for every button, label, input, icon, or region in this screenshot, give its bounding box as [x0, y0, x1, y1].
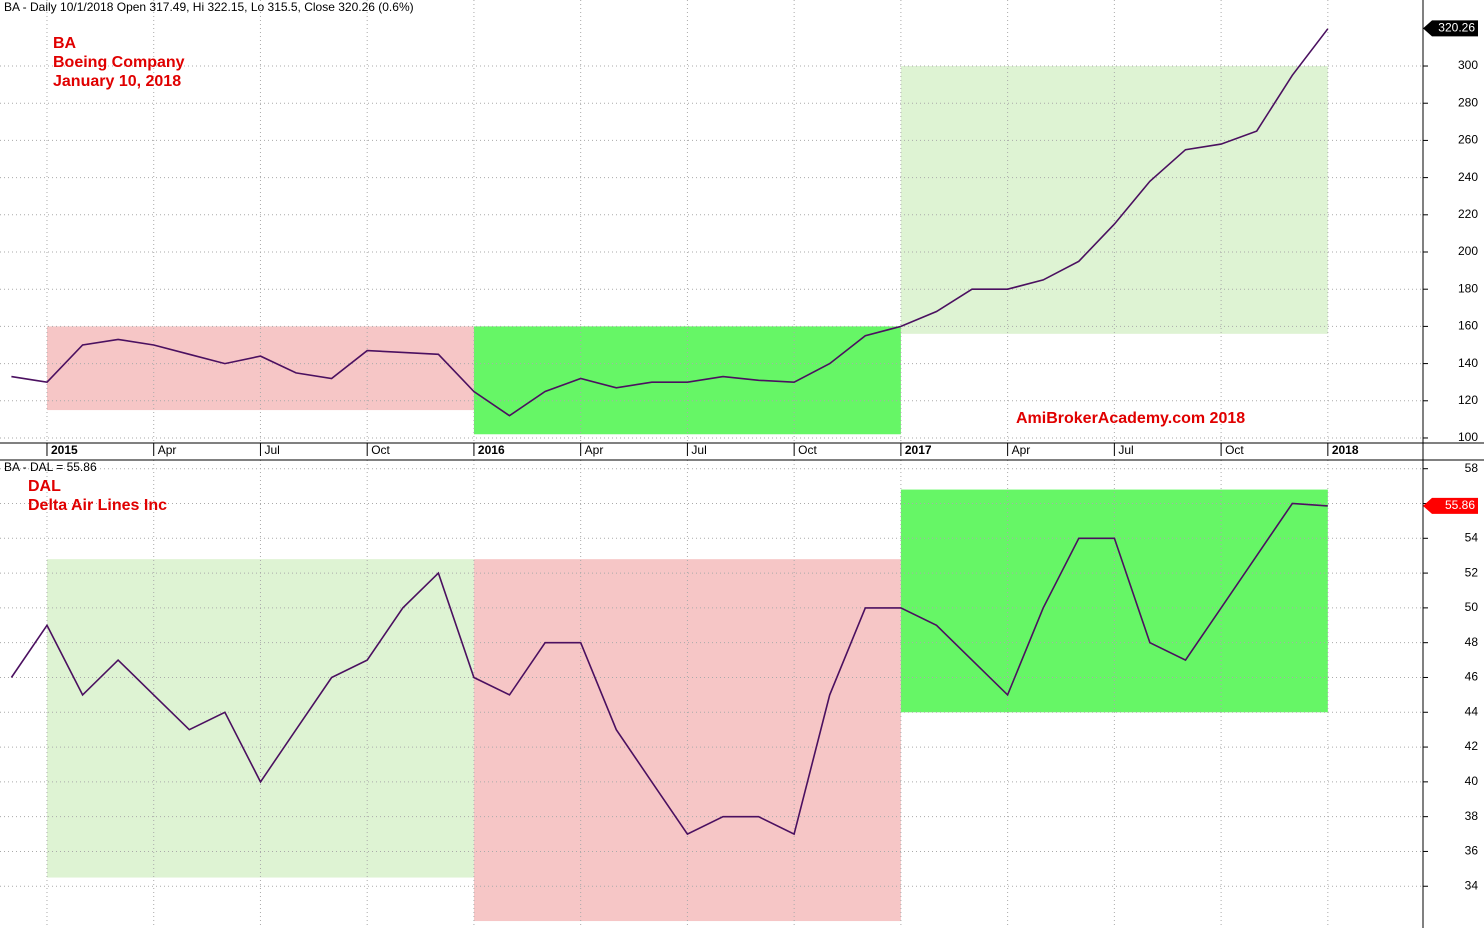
x-tick-label: 2017 [905, 443, 932, 457]
x-tick-label: 2016 [478, 443, 505, 457]
zone [46, 559, 474, 878]
y-tick-label: 52 [1465, 565, 1479, 579]
x-tick-label: 2018 [1332, 443, 1359, 457]
y-tick-label: 42 [1465, 739, 1479, 753]
y-tick-label: 140 [1458, 356, 1478, 370]
y-tick-label: 44 [1465, 704, 1479, 718]
y-tick-label: 280 [1458, 95, 1478, 109]
x-tick-label: Jul [1118, 443, 1133, 457]
y-tick-label: 58 [1465, 461, 1479, 475]
y-tick-label: 300 [1458, 58, 1478, 72]
y-tick-label: 46 [1465, 670, 1479, 684]
x-tick-label: Apr [585, 443, 604, 457]
y-tick-label: 36 [1465, 844, 1479, 858]
header: BA - DAL = 55.86 [4, 460, 97, 474]
x-tick-label: Jul [691, 443, 706, 457]
y-tick-label: 260 [1458, 133, 1478, 147]
x-tick-label: Jul [264, 443, 279, 457]
x-tick-label: Apr [1012, 443, 1031, 457]
y-tick-label: 160 [1458, 319, 1478, 333]
annotation: Delta Air Lines Inc [28, 497, 167, 514]
annotation: Boeing Company [53, 54, 185, 71]
x-tick-label: Oct [371, 443, 390, 457]
y-tick-label: 38 [1465, 809, 1479, 823]
y-tick-label: 54 [1465, 530, 1479, 544]
y-tick-label: 180 [1458, 281, 1478, 295]
last-value-label: 55.86 [1445, 498, 1475, 512]
last-value-tag [1423, 497, 1478, 514]
header: BA - Daily 10/1/2018 Open 317.49, Hi 322… [4, 0, 414, 14]
price-line [11, 28, 1329, 417]
y-tick-label: 200 [1458, 244, 1478, 258]
y-tick-label: 100 [1458, 430, 1478, 444]
price-line [10, 502, 1328, 836]
x-tick-label: Oct [798, 443, 817, 457]
y-tick-label: 240 [1458, 170, 1478, 184]
annotation: BA [53, 35, 77, 52]
last-value-tag [1423, 20, 1478, 37]
annotation: DAL [28, 478, 61, 495]
y-tick-label: 50 [1465, 600, 1479, 614]
y-tick-label: 34 [1465, 878, 1479, 892]
x-tick-label: Oct [1225, 443, 1244, 457]
x-tick-label: 2015 [51, 443, 78, 457]
y-tick-label: 40 [1465, 774, 1479, 788]
y-tick-label: 120 [1458, 393, 1478, 407]
annotation: January 10, 2018 [53, 73, 181, 90]
watermark: AmiBrokerAcademy.com 2018 [1016, 410, 1245, 427]
last-value-label: 320.26 [1438, 21, 1475, 35]
x-tick-label: Apr [158, 443, 177, 457]
y-tick-label: 220 [1458, 207, 1478, 221]
y-tick-label: 48 [1465, 635, 1479, 649]
